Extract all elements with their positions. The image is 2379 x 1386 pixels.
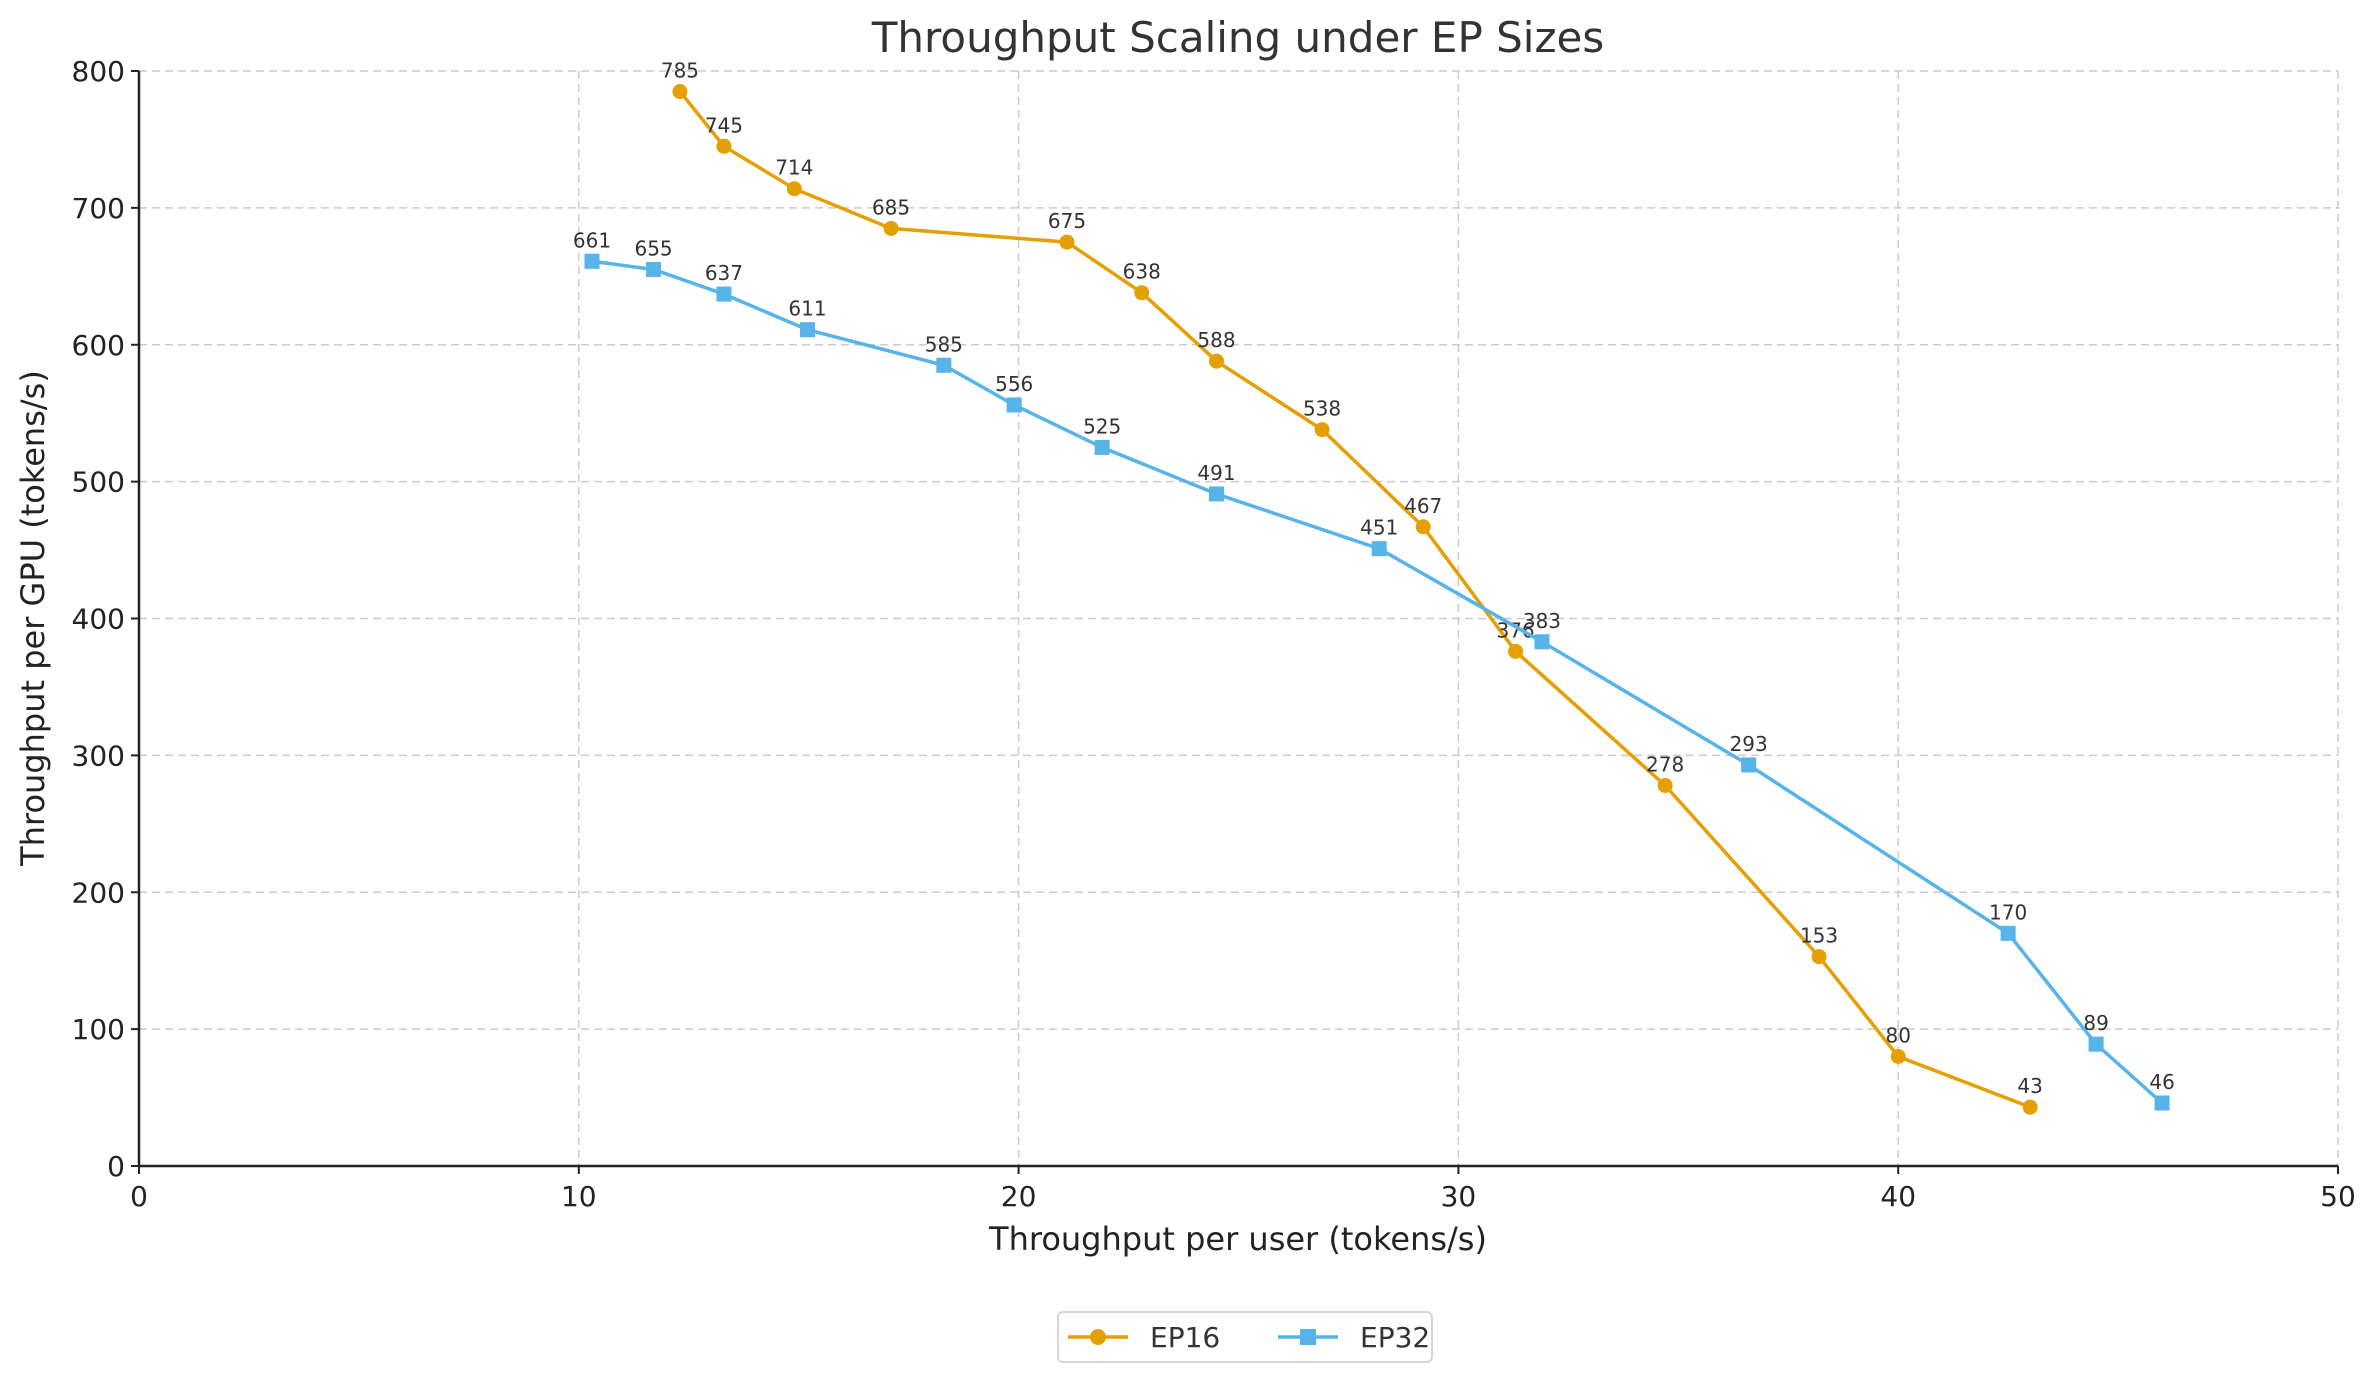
- data-point: [716, 138, 732, 154]
- data-point: [1811, 949, 1827, 965]
- x-tick-label: 50: [2320, 1180, 2356, 1213]
- x-tick-label: 10: [561, 1180, 597, 1213]
- y-tick-label: 500: [72, 466, 125, 499]
- data-label: 46: [2149, 1070, 2174, 1094]
- data-label: 637: [705, 261, 743, 285]
- data-label: 491: [1197, 461, 1235, 485]
- data-label: 451: [1360, 516, 1398, 540]
- x-tick-label: 20: [1001, 1180, 1037, 1213]
- y-tick-label: 600: [72, 329, 125, 362]
- data-point: [1657, 777, 1673, 793]
- data-label: 525: [1083, 414, 1121, 438]
- data-label: 376: [1496, 618, 1534, 642]
- legend-marker: [1090, 1329, 1106, 1345]
- data-label: 785: [661, 59, 699, 83]
- data-point: [1134, 285, 1150, 301]
- data-point: [799, 322, 815, 338]
- data-label: 153: [1800, 924, 1838, 948]
- data-point: [1094, 439, 1110, 455]
- data-label: 170: [1989, 900, 2027, 924]
- data-point: [2154, 1095, 2170, 1111]
- data-label: 661: [573, 228, 611, 252]
- data-point: [1534, 634, 1550, 650]
- data-point: [1209, 486, 1225, 502]
- x-tick-label: 0: [130, 1180, 148, 1213]
- series-line: [591, 259, 2164, 1105]
- grid: [138, 70, 2339, 1167]
- data-label: 80: [1885, 1024, 1910, 1048]
- data-point: [1006, 397, 1022, 413]
- data-label: 714: [775, 156, 813, 180]
- y-tick-label: 0: [107, 1150, 125, 1183]
- data-label: 585: [925, 332, 963, 356]
- data-label: 89: [2083, 1011, 2108, 1035]
- data-point: [1209, 353, 1225, 369]
- series-layer: 785 745 714 685 675 638 588 538 467 376 278 153 80 43…: [573, 59, 2175, 1115]
- y-tick-label: 700: [72, 192, 125, 225]
- legend-label-ep16: EP16: [1150, 1321, 1220, 1354]
- data-point: [2088, 1036, 2104, 1052]
- data-label: 538: [1303, 397, 1341, 421]
- series-ep16: 785 745 714 685 675 638 588 538 467 376 278 153 80 43: [661, 59, 2043, 1115]
- y-tick-label: 400: [72, 603, 125, 636]
- data-point: [786, 181, 802, 197]
- legend-label-ep32: EP32: [1360, 1321, 1430, 1354]
- data-label: 588: [1197, 328, 1235, 352]
- data-point: [936, 357, 952, 373]
- data-point: [1314, 422, 1330, 438]
- data-label: 293: [1730, 732, 1768, 756]
- data-point: [584, 253, 600, 269]
- data-label: 43: [2017, 1074, 2042, 1098]
- data-label: 745: [705, 113, 743, 137]
- data-label: 611: [788, 297, 826, 321]
- data-label: 655: [634, 236, 672, 260]
- legend-frame: [1057, 1311, 1433, 1363]
- y-tick-label: 800: [72, 55, 125, 88]
- data-label: 556: [995, 372, 1033, 396]
- y-tick-label: 100: [72, 1013, 125, 1046]
- x-tick-label: 30: [1441, 1180, 1477, 1213]
- data-label: 675: [1048, 209, 1086, 233]
- data-point: [1059, 234, 1075, 250]
- data-point: [883, 220, 899, 236]
- data-label: 383: [1523, 609, 1561, 633]
- data-point: [1371, 541, 1387, 557]
- legend: EP16 EP32: [1057, 1311, 1433, 1363]
- y-tick-label: 200: [72, 876, 125, 909]
- series-line: [678, 90, 2031, 1109]
- y-tick-label: 300: [72, 739, 125, 772]
- data-point: [1508, 643, 1524, 659]
- data-label: 278: [1646, 752, 1684, 776]
- legend-marker: [1300, 1329, 1316, 1345]
- data-point: [2022, 1099, 2038, 1115]
- data-label: 638: [1123, 260, 1161, 284]
- data-label: 685: [872, 195, 910, 219]
- data-point: [1415, 519, 1431, 535]
- data-point: [2000, 925, 2016, 941]
- x-tick-label: 40: [1880, 1180, 1916, 1213]
- y-axis-label: Throughput per GPU (tokens/s): [14, 370, 52, 867]
- series-ep32: 661 655 637 611 585 556 525 491 451 383 293 170 89 46: [573, 228, 2175, 1111]
- data-label: 467: [1404, 494, 1442, 518]
- data-point: [672, 84, 688, 100]
- x-axis-label: Throughput per user (tokens/s): [988, 1220, 1487, 1258]
- data-point: [1741, 757, 1757, 773]
- data-point: [1890, 1049, 1906, 1064]
- chart-title: Throughput Scaling under EP Sizes: [871, 13, 1604, 62]
- data-point: [646, 261, 662, 277]
- data-point: [716, 286, 732, 302]
